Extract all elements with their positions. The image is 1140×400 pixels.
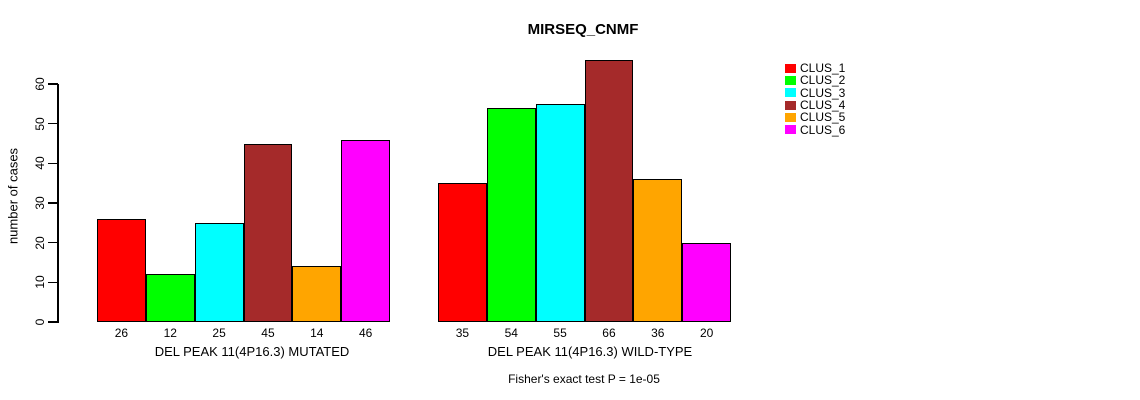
legend-swatch-icon xyxy=(785,88,796,98)
legend-label: CLUS_4 xyxy=(800,98,846,113)
legend-item: CLUS_4 xyxy=(785,99,845,111)
y-tick xyxy=(48,241,58,244)
bar-clus_1-group1 xyxy=(97,218,146,322)
bar-value-label: 55 xyxy=(553,326,567,340)
legend-label: CLUS_3 xyxy=(800,85,846,100)
bar-value-label: 35 xyxy=(455,326,470,340)
bar-value-label: 54 xyxy=(504,326,518,340)
legend-swatch-icon xyxy=(785,112,796,122)
bar-clus_4-group1 xyxy=(243,143,293,322)
bar-value-label: 14 xyxy=(310,326,324,340)
legend-item: CLUS_1 xyxy=(785,62,845,74)
bar-clus_5-group2 xyxy=(633,179,683,322)
bar-clus_5-group1 xyxy=(292,266,342,322)
bar-value-label: 12 xyxy=(163,326,177,340)
bar-value-label: 25 xyxy=(212,326,226,340)
y-tick xyxy=(48,122,58,125)
chart-subtitle: Fisher's exact test P = 1e-05 xyxy=(508,372,660,386)
y-tick xyxy=(48,162,58,165)
y-tick xyxy=(48,202,58,204)
y-tick-label: 20 xyxy=(33,235,47,250)
y-tick xyxy=(48,321,58,323)
bar-value-label: 46 xyxy=(358,326,373,340)
y-tick-label: 10 xyxy=(33,275,47,290)
y-tick xyxy=(48,281,58,284)
legend-swatch-icon xyxy=(785,63,796,73)
bar-value-label: 36 xyxy=(651,326,665,340)
legend-swatch-icon xyxy=(785,75,796,85)
chart-title: MIRSEQ_CNMF xyxy=(527,21,639,38)
bar-value-label: 45 xyxy=(261,326,275,340)
y-tick-label: 50 xyxy=(33,116,47,131)
bar-value-label: 66 xyxy=(602,326,616,340)
legend-item: CLUS_3 xyxy=(785,87,845,99)
bar-clus_2-group2 xyxy=(486,107,536,322)
legend-label: CLUS_5 xyxy=(800,110,846,125)
bar-clus_3-group1 xyxy=(194,222,244,322)
bar-clus_3-group2 xyxy=(535,103,585,322)
legend-item: CLUS_6 xyxy=(785,122,846,137)
legend-label: CLUS_2 xyxy=(800,73,846,88)
y-tick-label: 60 xyxy=(33,77,47,91)
y-tick-label: 40 xyxy=(33,156,47,171)
group-label-wild-type: DEL PEAK 11(4P16.3) WILD-TYPE xyxy=(487,344,693,359)
group-label-mutated: DEL PEAK 11(4P16.3) MUTATED xyxy=(154,344,350,359)
bar-clus_2-group1 xyxy=(145,274,195,322)
y-tick-label: 30 xyxy=(33,196,47,210)
legend-item: CLUS_2 xyxy=(785,74,845,86)
legend-item: CLUS_5 xyxy=(785,111,845,123)
bar-value-label: 26 xyxy=(114,326,129,340)
y-tick xyxy=(48,83,58,85)
legend-swatch-icon xyxy=(785,100,796,110)
bar-clus_6-group2 xyxy=(682,242,732,322)
y-axis-label: number of cases xyxy=(5,147,21,245)
legend-label: CLUS_1 xyxy=(800,61,846,76)
bar-clus_6-group1 xyxy=(341,139,391,322)
legend-swatch-icon xyxy=(785,125,796,135)
bar-clus_4-group2 xyxy=(584,60,634,322)
bar-value-label: 20 xyxy=(699,326,714,340)
y-tick-label: 0 xyxy=(33,318,47,326)
bar-clus_1-group2 xyxy=(438,183,487,322)
legend-label: CLUS_6 xyxy=(800,122,846,137)
legend: CLUS_1 CLUS_2 CLUS_3 CLUS_4 CLUS_5 CLUS_… xyxy=(785,62,845,136)
